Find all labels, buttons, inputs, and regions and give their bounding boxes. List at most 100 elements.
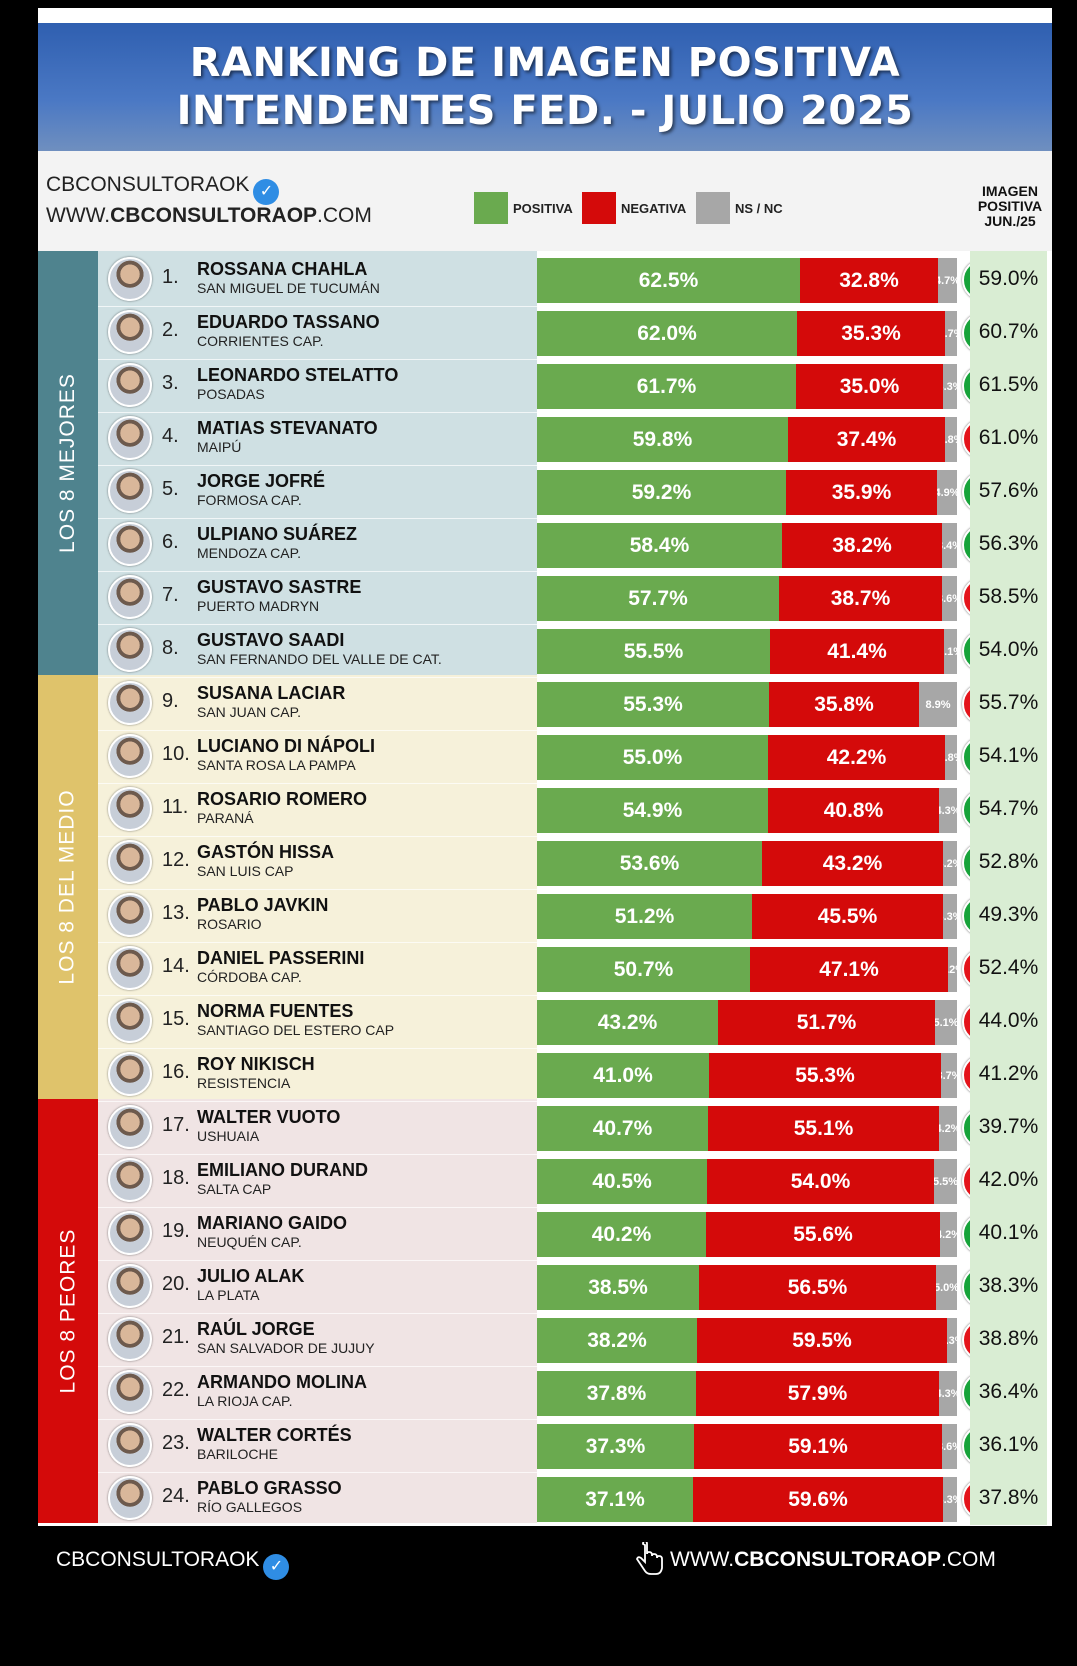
brand-handle: CBCONSULTORAOK ✓ [46, 173, 280, 205]
rank-number: 11. [162, 796, 189, 818]
group-band-worst: LOS 8 PEORES [38, 1099, 98, 1523]
footer-handle-text: CBCONSULTORAOK [56, 1548, 260, 1571]
mayor-name: LEONARDO STELATTO [197, 365, 399, 385]
previous-positive-value: 42.0% [970, 1152, 1047, 1207]
mayor-name: ARMANDO MOLINA [197, 1372, 367, 1392]
row-divider [98, 465, 1052, 466]
mayor-name: GUSTAVO SAADI [197, 630, 345, 650]
stacked-bar: 40.5% 54.0% 5.5% [537, 1159, 957, 1204]
stacked-bar: 62.0%35.3%2.7% [537, 311, 957, 356]
title-banner: RANKING DE IMAGEN POSITIVA INTENDENTES F… [38, 23, 1052, 151]
rank-number: 16. [162, 1061, 190, 1083]
bar-segment-negativa: 51.7% [718, 1000, 935, 1045]
mayor-name: SUSANA LACIAR [197, 683, 346, 703]
row-divider [98, 1419, 1052, 1420]
avatar [108, 1211, 152, 1255]
avatar [108, 946, 152, 990]
previous-positive-value: 37.8% [970, 1470, 1047, 1525]
mayor-city: BARILOCHE [197, 1446, 278, 1462]
footer-site[interactable]: WWW.CBCONSULTORAOP.COM [670, 1548, 996, 1572]
previous-positive-value: 38.8% [970, 1311, 1047, 1366]
rank-number: 18. [162, 1167, 190, 1189]
bar-segment-positiva: 37.8% [537, 1371, 696, 1416]
row-divider [98, 1207, 1052, 1208]
rank-number: 7. [162, 584, 179, 606]
bar-segment-negativa: 32.8% [800, 258, 938, 303]
avatar [108, 1052, 152, 1096]
mayor-city: SAN FERNANDO DEL VALLE DE CAT. [197, 651, 442, 667]
mayor-name: JORGE JOFRÉ [197, 471, 326, 491]
footer-handle: CBCONSULTORAOK ✓ [56, 1548, 290, 1580]
stacked-bar: 55.0%42.2%2.8% [537, 735, 957, 780]
bar-segment-nsnc: 5.1% [935, 1000, 957, 1045]
mayor-city: POSADAS [197, 386, 265, 402]
mayor-city: SAN MIGUEL DE TUCUMÁN [197, 280, 380, 296]
previous-positive-value: 54.7% [970, 781, 1047, 836]
previous-positive-value: 61.5% [970, 357, 1047, 412]
bar-segment-negativa: 54.0% [707, 1159, 934, 1204]
previous-positive-value: 56.3% [970, 516, 1047, 571]
mayor-city: SANTA ROSA LA PAMPA [197, 757, 356, 773]
table-row: 23.WALTER CORTÉSBARILOCHE37.3%59.1%3.6%3… [38, 1417, 1052, 1473]
avatar [108, 1476, 152, 1520]
mayor-name: GUSTAVO SASTRE [197, 577, 362, 597]
footer-site-suffix: .COM [941, 1548, 996, 1571]
bar-segment-positiva: 38.5% [537, 1265, 699, 1310]
verified-badge-icon: ✓ [253, 179, 280, 205]
bar-segment-nsnc: 4.3% [939, 788, 957, 833]
bar-segment-positiva: 51.2% [537, 894, 752, 939]
brand-site[interactable]: WWW.CBCONSULTORAOP.COM [46, 204, 372, 228]
bar-segment-positiva: 57.7% [537, 576, 779, 621]
previous-positive-value: 39.7% [970, 1099, 1047, 1154]
legend-label-negativa: NEGATIVA [621, 201, 687, 216]
table-row: 15. NORMA FUENTES SANTIAGO DEL ESTERO CAP 4… [38, 993, 1052, 1049]
mayor-name: JULIO ALAK [197, 1266, 305, 1286]
bar-segment-positiva: 59.2% [537, 470, 786, 515]
rank-number: 21. [162, 1326, 190, 1348]
table-row: 16.ROY NIKISCHRESISTENCIA41.0%55.3%3.7%4… [38, 1046, 1052, 1102]
bar-segment-negativa: 59.5% [697, 1318, 947, 1363]
mayor-city: PARANÁ [197, 810, 254, 826]
row-divider [98, 1313, 1052, 1314]
previous-positive-value: 55.7% [970, 675, 1047, 730]
bar-segment-positiva: 37.1% [537, 1477, 693, 1522]
previous-positive-value: 54.0% [970, 622, 1047, 677]
stacked-bar: 57.7%38.7%3.6% [537, 576, 957, 621]
previous-positive-value: 36.4% [970, 1364, 1047, 1419]
table-row: 21. RAÚL JORGE SAN SALVADOR DE JUJUY 38.2% 5… [38, 1311, 1052, 1367]
avatar [108, 734, 152, 778]
mayor-city: SAN LUIS CAP [197, 863, 294, 879]
stacked-bar: 59.8%37.4%2.8% [537, 417, 957, 462]
row-divider [98, 836, 1052, 837]
mayor-city: PUERTO MADRYN [197, 598, 320, 614]
bar-segment-positiva: 61.7% [537, 364, 796, 409]
mayor-name: EDUARDO TASSANO [197, 312, 380, 332]
bar-segment-nsnc: 3.2% [943, 841, 957, 886]
mayor-name: GASTÓN HISSA [197, 842, 335, 862]
row-divider [98, 571, 1052, 572]
group-bg-best [98, 251, 537, 675]
bar-segment-negativa: 35.9% [786, 470, 937, 515]
brand-site-suffix: .COM [317, 204, 372, 227]
previous-positive-value: 41.2% [970, 1046, 1047, 1101]
mayor-city: CÓRDOBA CAP. [197, 969, 302, 985]
mayor-city: CORRIENTES CAP. [197, 333, 324, 349]
avatar [108, 575, 152, 619]
bar-segment-nsnc: 3.3% [943, 364, 957, 409]
mayor-name: WALTER VUOTO [197, 1107, 341, 1127]
row-divider [98, 677, 1052, 678]
row-divider [98, 1048, 1052, 1049]
rank-number: 12. [162, 849, 190, 871]
bar-segment-negativa: 57.9% [696, 1371, 939, 1416]
avatar [108, 840, 152, 884]
bar-segment-negativa: 40.8% [768, 788, 939, 833]
rank-number: 19. [162, 1220, 190, 1242]
stacked-bar: 61.7%35.0%3.3% [537, 364, 957, 409]
prev-header-line-3: JUN./25 [984, 213, 1036, 229]
footer-site-bold: CBCONSULTORAOP [734, 1548, 942, 1571]
row-divider [98, 624, 1052, 625]
